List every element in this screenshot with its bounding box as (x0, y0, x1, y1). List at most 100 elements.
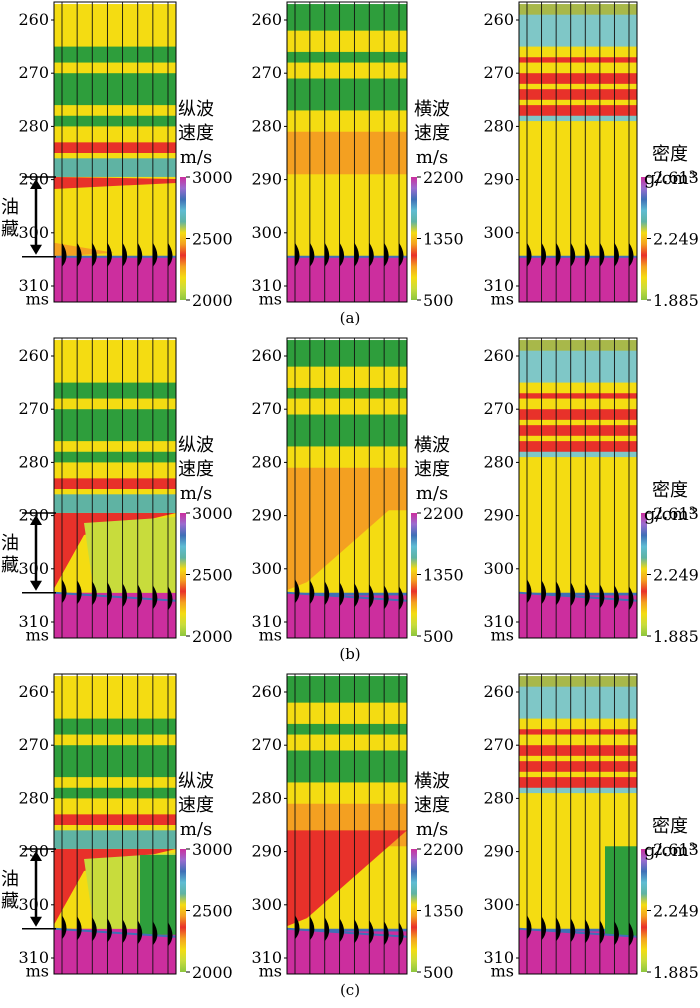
y-tick-label: 280 (251, 116, 282, 135)
colorbar-tick-label: 500 (423, 627, 454, 646)
arrow-up-icon (30, 850, 42, 861)
trace-wiggle (614, 242, 619, 267)
heatmap-layer (287, 131, 407, 175)
trace-wiggle (629, 586, 634, 611)
heatmap-layer (519, 441, 637, 453)
heatmap-layer (54, 73, 176, 85)
heatmap-layer (519, 451, 637, 458)
trace-wiggle (168, 922, 173, 947)
heatmap-layer (519, 676, 637, 688)
heatmap-layer (519, 14, 637, 48)
heatmap-layer (54, 825, 176, 831)
colorbar-tick-label: 2.249 (653, 230, 699, 249)
heatmap-layer (287, 398, 407, 416)
reservoir-anomaly (54, 176, 176, 189)
heatmap-layer (54, 142, 176, 154)
y-tick-label: 270 (251, 63, 282, 82)
heatmap-layer (287, 4, 407, 32)
heatmap-layer (54, 153, 176, 159)
trace-wiggle (399, 586, 404, 611)
y-tick-label: 310 (483, 276, 514, 295)
y-tick-label: 270 (483, 63, 514, 82)
y-tick-label: 300 (483, 223, 514, 242)
trace-wiggle (585, 919, 590, 944)
y-tick-label: 290 (251, 506, 282, 525)
trace-wiggle (122, 919, 128, 944)
heatmap-layer (519, 121, 637, 258)
colorbar-tick-label: 2.249 (653, 902, 699, 921)
y-tick-label: 260 (483, 682, 514, 701)
reservoir-label: 油 (1, 533, 19, 554)
trace-wiggle (369, 920, 374, 945)
heatmap-layer (519, 398, 637, 410)
heatmap-layer (519, 729, 637, 736)
vp-heatmap (54, 2, 176, 302)
y-tick-label: 270 (251, 735, 282, 754)
colorbar-tick-label: 500 (423, 291, 454, 310)
vp-heatmap (54, 338, 176, 638)
colorbar-tick-label: 2.613 (653, 504, 699, 523)
vp-heatmap (54, 674, 176, 974)
heatmap-layer (54, 798, 176, 815)
colorbar-title: 纵波 (178, 99, 214, 120)
colorbar-title: 速度 (414, 795, 450, 816)
reservoir-anomaly (54, 512, 176, 589)
trace-wiggle (309, 916, 315, 941)
colorbar-tick-label: 2500 (192, 902, 233, 921)
y-tick-label: 290 (251, 170, 282, 189)
heatmap-layer (519, 425, 637, 437)
colorbar-tick-label: 2500 (192, 230, 233, 249)
trace-wiggle (152, 585, 158, 610)
vp-colorbar (180, 849, 186, 972)
vs-plot-frame (286, 1, 408, 303)
reservoir-anomaly (287, 494, 407, 591)
reservoir-anomaly (605, 846, 637, 937)
y-tick-label: 310 (18, 948, 49, 967)
colorbar-title: 纵波 (178, 771, 214, 792)
heatmap-layer (54, 105, 176, 117)
heatmap-layer (519, 928, 637, 932)
heatmap-layer (287, 366, 407, 389)
trace-wiggle (295, 242, 300, 267)
y-tick-label: 270 (18, 399, 49, 418)
rho-heatmap (519, 674, 637, 974)
colorbar-tick-label: 1350 (423, 230, 464, 249)
heatmap-layer (54, 441, 176, 453)
vs-colorbar (411, 513, 417, 636)
colorbar-title: g/cm³ (644, 168, 696, 189)
heatmap-layer (519, 686, 637, 720)
y-tick-label: 290 (483, 170, 514, 189)
trace-wiggle (107, 242, 112, 267)
heatmap-layer (519, 787, 637, 794)
y-tick-label: 270 (483, 735, 514, 754)
row-caption: (c) (340, 981, 360, 999)
colorbar-title: 纵波 (178, 435, 214, 456)
heatmap-layer (519, 4, 637, 16)
heatmap-layer (54, 126, 176, 143)
trace-wiggle (354, 242, 359, 267)
heatmap-layer (287, 110, 407, 133)
colorbar-tick-label: 1350 (423, 902, 464, 921)
heatmap-layer (519, 99, 637, 106)
y-tick-label: 280 (483, 788, 514, 807)
basement-layer (519, 928, 637, 974)
colorbar-tick-label: 1.885 (653, 627, 699, 646)
heatmap-layer (519, 350, 637, 384)
colorbar-tick-label: 1350 (423, 566, 464, 585)
trace-wiggle (92, 917, 97, 942)
y-tick-label: 310 (251, 948, 282, 967)
colorbar-title: m/s (180, 819, 212, 840)
y-tick-label: 270 (483, 399, 514, 418)
heatmap-layer (54, 734, 176, 746)
heatmap-layer (519, 435, 637, 442)
row-caption: (b) (339, 645, 360, 663)
y-axis-unit: ms (259, 626, 282, 645)
basement-layer (54, 592, 176, 638)
heatmap-layer (54, 462, 176, 479)
colorbar-title: 速度 (414, 123, 450, 144)
trace-wiggle (527, 579, 532, 604)
trace-wiggle (556, 917, 561, 942)
heatmap-layer (287, 592, 407, 596)
rho-heatmap (519, 2, 637, 302)
